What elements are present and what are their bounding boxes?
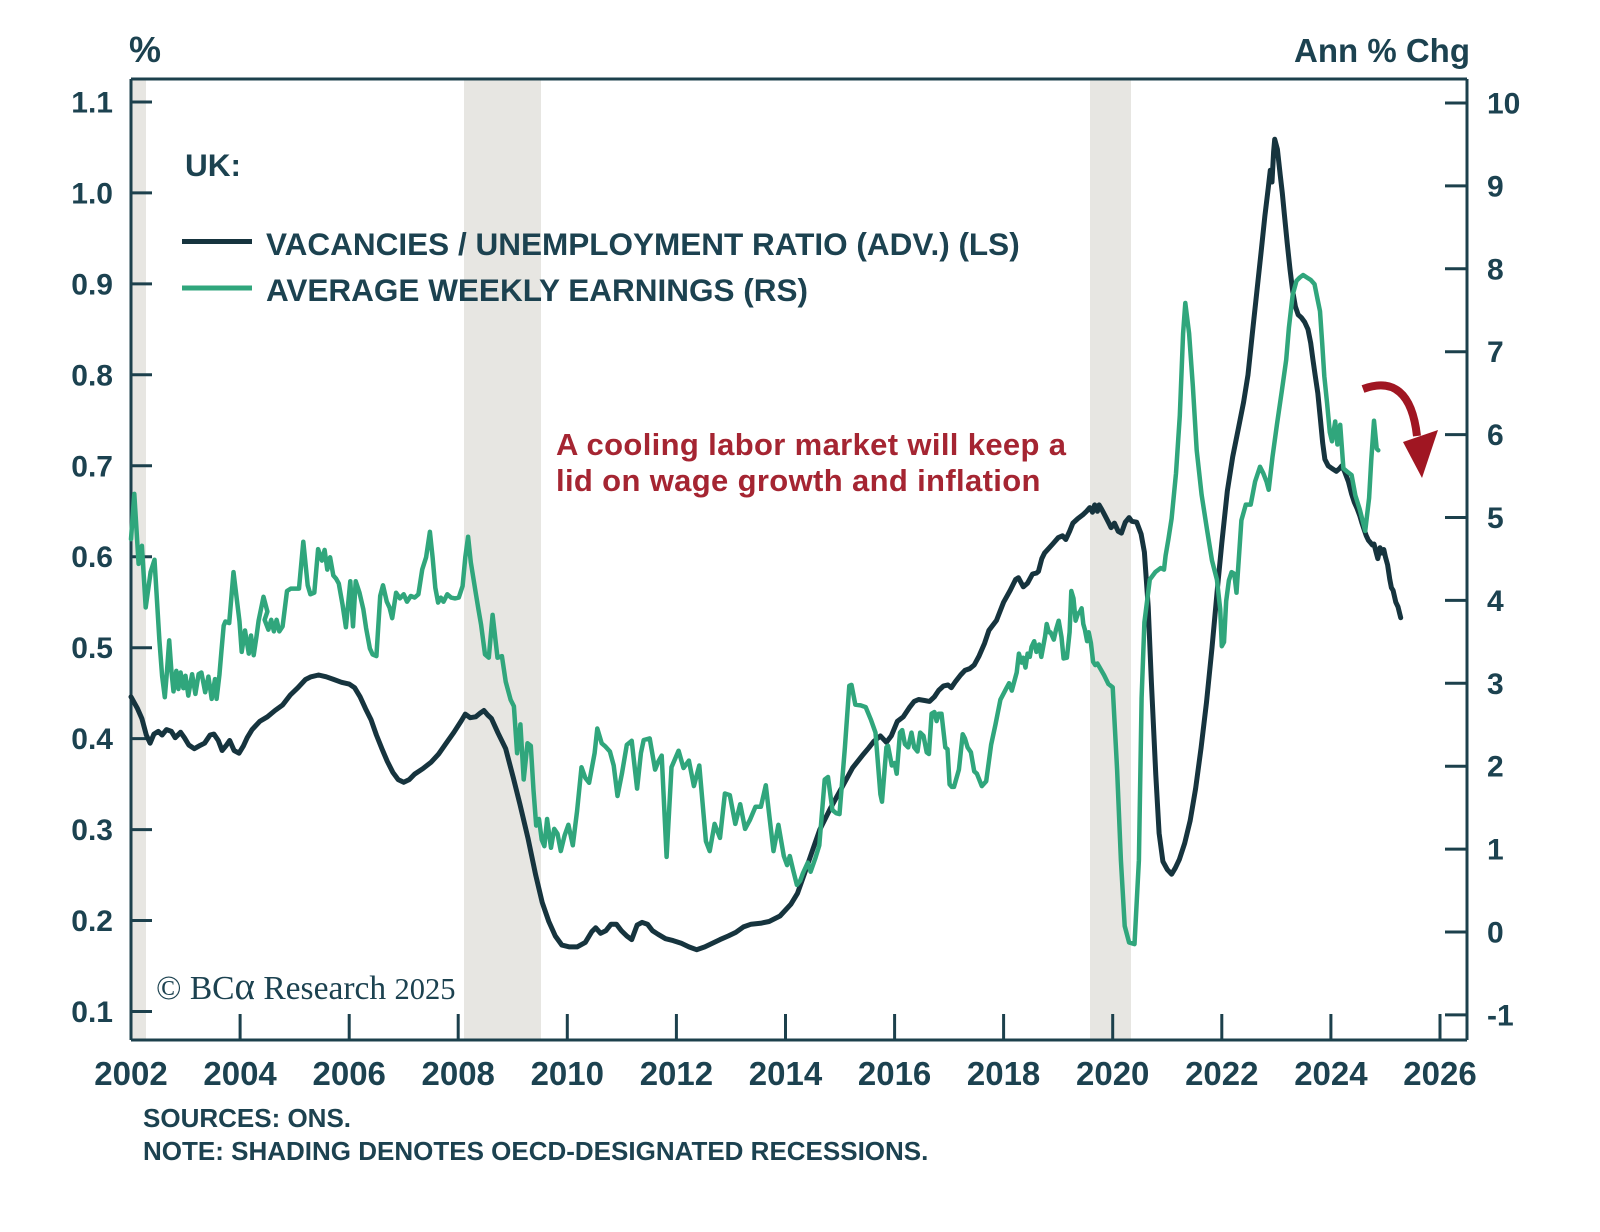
svg-text:0.5: 0.5 (71, 632, 113, 665)
svg-text:2024: 2024 (1294, 1055, 1368, 1092)
svg-text:2002: 2002 (94, 1055, 167, 1092)
svg-text:2014: 2014 (749, 1055, 823, 1092)
svg-text:NOTE: SHADING DENOTES OECD-DES: NOTE: SHADING DENOTES OECD-DESIGNATED RE… (143, 1136, 928, 1166)
svg-text:6: 6 (1487, 419, 1504, 452)
svg-text:1.0: 1.0 (71, 177, 113, 210)
svg-text:0.9: 0.9 (71, 268, 113, 301)
svg-text:0.4: 0.4 (71, 723, 113, 756)
svg-text:2016: 2016 (858, 1055, 931, 1092)
svg-text:-1: -1 (1487, 999, 1514, 1032)
svg-text:2004: 2004 (203, 1055, 277, 1092)
svg-text:0.2: 0.2 (71, 905, 113, 938)
svg-text:1.1: 1.1 (71, 87, 113, 120)
svg-text:0.1: 0.1 (71, 996, 113, 1029)
svg-text:0: 0 (1487, 917, 1504, 950)
svg-text:lid on wage growth and inflati: lid on wage growth and inflation (556, 463, 1041, 498)
svg-text:0.7: 0.7 (71, 450, 113, 483)
svg-text:10: 10 (1487, 88, 1520, 121)
svg-text:0.8: 0.8 (71, 359, 113, 392)
svg-text:2010: 2010 (531, 1055, 604, 1092)
svg-text:2006: 2006 (312, 1055, 385, 1092)
svg-text:0.6: 0.6 (71, 541, 113, 574)
svg-text:8: 8 (1487, 253, 1504, 286)
svg-text:Ann % Chg: Ann % Chg (1294, 32, 1470, 69)
svg-text:1: 1 (1487, 834, 1504, 867)
svg-text:VACANCIES / UNEMPLOYMENT RATIO: VACANCIES / UNEMPLOYMENT RATIO (ADV.) (L… (266, 226, 1020, 262)
svg-text:AVERAGE WEEKLY EARNINGS (RS): AVERAGE WEEKLY EARNINGS (RS) (266, 272, 808, 308)
svg-text:© BCα Research 2025: © BCα Research 2025 (156, 965, 455, 1008)
svg-text:%: % (129, 29, 161, 70)
svg-text:2: 2 (1487, 751, 1504, 784)
svg-text:4: 4 (1487, 585, 1504, 618)
svg-text:SOURCES: ONS.: SOURCES: ONS. (143, 1103, 351, 1133)
svg-text:9: 9 (1487, 170, 1504, 203)
svg-text:2022: 2022 (1185, 1055, 1258, 1092)
svg-text:UK:: UK: (185, 147, 241, 183)
svg-text:7: 7 (1487, 336, 1504, 369)
svg-text:2012: 2012 (640, 1055, 713, 1092)
svg-text:2020: 2020 (1076, 1055, 1149, 1092)
svg-text:2008: 2008 (421, 1055, 494, 1092)
svg-text:2026: 2026 (1403, 1055, 1476, 1092)
svg-text:3: 3 (1487, 668, 1504, 701)
svg-text:5: 5 (1487, 502, 1504, 535)
svg-text:0.3: 0.3 (71, 814, 113, 847)
svg-text:A cooling labor market will ke: A cooling labor market will keep a (556, 427, 1067, 462)
svg-text:2018: 2018 (967, 1055, 1040, 1092)
